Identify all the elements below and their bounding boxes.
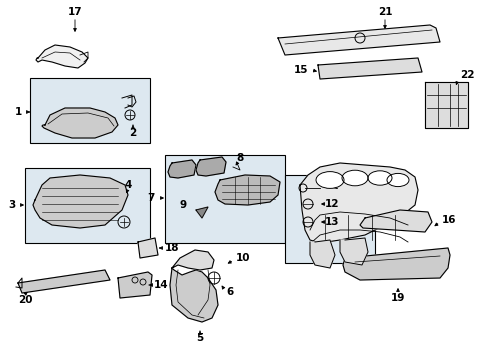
Bar: [164, 155, 285, 243]
Text: 20: 20: [18, 295, 32, 305]
Text: 13: 13: [324, 217, 339, 227]
Polygon shape: [196, 157, 225, 176]
Ellipse shape: [341, 170, 367, 186]
Text: 3: 3: [9, 200, 16, 210]
Polygon shape: [278, 25, 439, 55]
Bar: [285, 175, 374, 263]
Bar: [25, 168, 150, 243]
Text: 15: 15: [293, 65, 307, 75]
Text: 18: 18: [164, 243, 179, 253]
Text: 7: 7: [147, 193, 155, 203]
Polygon shape: [18, 270, 110, 293]
Polygon shape: [168, 160, 196, 178]
Ellipse shape: [315, 172, 343, 188]
Text: 2: 2: [129, 128, 136, 138]
Text: 21: 21: [377, 7, 391, 17]
Bar: [30, 78, 150, 143]
Polygon shape: [359, 210, 431, 232]
Ellipse shape: [386, 174, 408, 186]
Text: 14: 14: [154, 280, 168, 290]
Text: 8: 8: [236, 153, 243, 163]
Polygon shape: [138, 238, 158, 258]
Polygon shape: [36, 45, 88, 68]
Polygon shape: [299, 163, 417, 243]
Polygon shape: [215, 175, 280, 205]
Polygon shape: [196, 207, 207, 218]
Polygon shape: [42, 108, 118, 138]
Text: 16: 16: [441, 215, 456, 225]
Text: 9: 9: [179, 200, 186, 210]
Text: 17: 17: [67, 7, 82, 17]
Text: 19: 19: [390, 293, 405, 303]
Polygon shape: [170, 268, 218, 322]
Text: 12: 12: [324, 199, 339, 209]
Polygon shape: [342, 248, 449, 280]
Polygon shape: [339, 238, 367, 265]
Text: 1: 1: [15, 107, 22, 117]
Text: 6: 6: [225, 287, 233, 297]
Polygon shape: [172, 250, 214, 270]
Polygon shape: [118, 272, 152, 298]
Text: 4: 4: [124, 180, 131, 190]
Text: 5: 5: [196, 333, 203, 343]
Polygon shape: [33, 175, 128, 228]
Text: 10: 10: [236, 253, 250, 263]
Text: 11: 11: [324, 181, 339, 191]
Polygon shape: [309, 240, 334, 268]
Polygon shape: [317, 58, 421, 79]
Polygon shape: [424, 82, 467, 128]
Text: 22: 22: [459, 70, 473, 80]
Ellipse shape: [367, 171, 391, 185]
